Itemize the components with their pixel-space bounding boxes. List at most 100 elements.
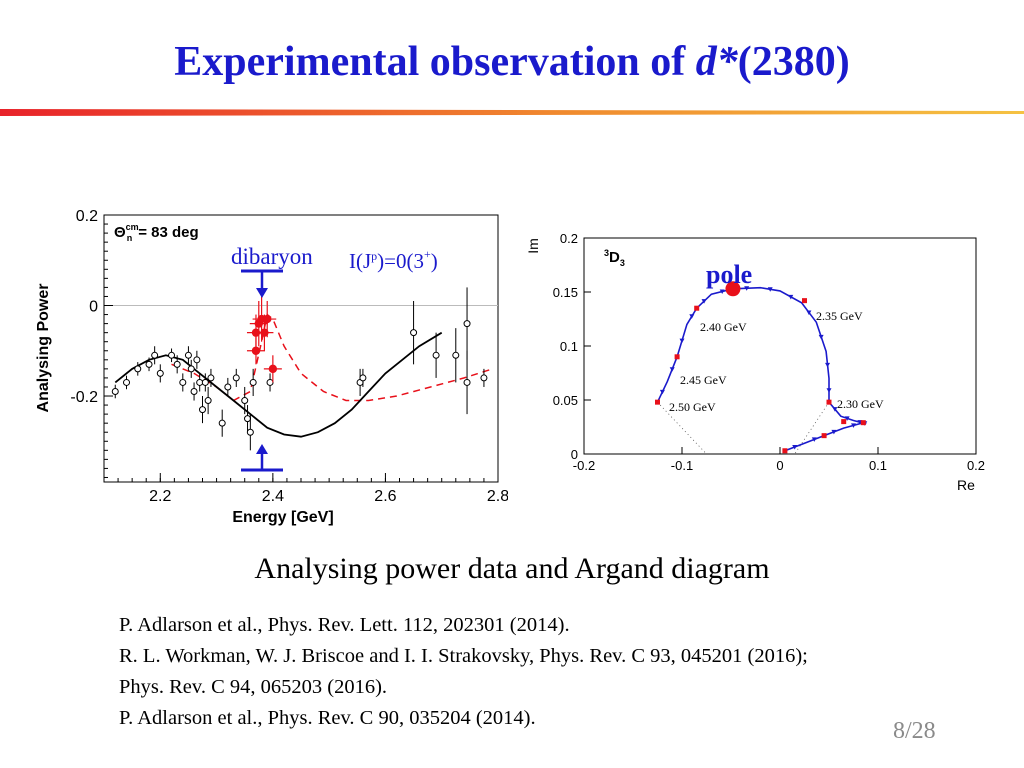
curve-marker [826,388,832,393]
dibaryon-arrowhead-bottom [256,444,268,454]
title-tail: (2380) [737,39,850,85]
curve-marker [659,389,665,395]
curve-marker [818,334,824,340]
data-point-black [193,356,201,364]
argand-x-label: Re [957,477,975,493]
curve-marker [788,294,794,300]
energy-marker [826,399,832,405]
curve-marker [701,299,707,304]
energy-label-250: 2.50 GeV [669,400,716,414]
energy-marker [655,399,660,405]
argand-x-tick-label: -0.2 [573,458,595,473]
dibaryon-label: dibaryon [231,244,313,269]
curve-marker [831,429,837,435]
data-point-black [111,387,119,395]
curve-marker [811,437,817,442]
reference-line: Phys. Rev. C 94, 065203 (2016). [119,676,388,698]
data-point-red [268,364,278,374]
data-point-black [173,360,181,368]
data-point-black [179,378,187,386]
fit-curve-red-dashed [171,313,493,402]
data-point-black [218,419,226,427]
data-point-black [123,378,131,386]
curve-marker [679,338,685,344]
data-point-black [480,374,488,382]
x-tick-label: 2.8 [487,488,508,505]
data-point-black [463,378,471,386]
x-tick-label: 2.4 [262,488,284,505]
data-point-black [204,397,212,405]
data-point-red [260,328,269,337]
energy-marker [782,448,788,454]
data-point-black [196,378,204,386]
data-point-black [151,351,159,359]
title-main: Experimental observation of [174,39,696,85]
pole-marker [725,281,741,297]
energy-marker [841,419,847,425]
data-point-black [184,351,192,359]
energy-label-240: 2.40 GeV [700,320,747,334]
energy-marker [802,298,807,304]
energy-marker [694,305,700,311]
guide-line-dotted [794,401,830,455]
argand-y-tick-label: 0.2 [560,231,578,246]
data-point-black [134,365,142,373]
slide-title: Experimental observation of d*(2380) [0,38,1024,86]
argand-y-tick-label: 0 [571,447,578,462]
argand-diagram: -0.2 -0.1 0 0.1 0.2 0 0.05 0.1 0.15 0.2 Im Re 3D3… [525,231,985,493]
dibaryon-arrowhead-top [256,288,268,298]
page-number: 8/28 [893,718,936,744]
reference-line: P. Adlarson et al., Phys. Rev. Lett. 112… [119,614,570,636]
y-axis-label: Analysing Power [35,284,52,413]
data-point-black [168,351,176,359]
energy-marker [674,354,680,360]
data-point-red [251,346,261,355]
data-point-black [452,351,460,359]
reference-line: R. L. Workman, W. J. Briscoe and I. I. S… [119,645,808,667]
curve-marker [825,362,831,368]
curve-marker [792,444,798,450]
figure-caption: Analysing power data and Argand diagram [254,552,770,585]
argand-x-tick-label: -0.1 [671,458,693,473]
data-point-red [263,314,272,324]
curve-marker [719,289,725,294]
data-point-black [201,378,209,386]
data-point-black [241,397,249,405]
curve-marker [744,286,750,291]
data-point-black [187,365,195,373]
curve-marker [806,310,812,316]
energy-label-235: 2.35 GeV [816,309,863,323]
data-point-black [249,378,257,386]
title-underline [0,109,1024,116]
data-point-black [463,320,471,328]
title-italic: d* [695,39,738,85]
argand-x-tick-label: 0 [776,458,783,473]
x-tick-label: 2.6 [374,488,396,505]
x-axis-label: Energy [GeV] [232,509,333,526]
data-point-black [224,383,232,391]
quantum-numbers-label: I(Jp)=0(3+) [349,247,438,273]
curve-marker [767,287,773,292]
angle-header: Θcm n = 83 deg [114,222,199,243]
argand-y-tick-label: 0.05 [553,393,578,408]
argand-x-tick-label: 0.2 [967,458,985,473]
y-tick-label: 0 [89,299,98,316]
data-point-black [207,374,215,382]
fit-curve-black [114,331,443,438]
data-point-black [359,374,367,382]
data-point-black [410,329,418,337]
data-point-black [246,428,254,436]
energy-marker [821,433,827,439]
data-point-black [156,369,164,377]
y-tick-label: -0.2 [70,389,98,406]
pole-label: pole [706,260,752,289]
energy-marker [860,420,866,426]
energy-label-245: 2.45 GeV [680,373,727,387]
energy-label-230: 2.30 GeV [837,397,884,411]
curve-marker [832,407,838,412]
data-point-black [244,415,252,423]
references: P. Adlarson et al., Phys. Rev. Lett. 112… [119,610,808,734]
argand-y-label: Im [525,238,541,254]
data-point-black [432,351,440,359]
argand-frame [583,237,977,455]
